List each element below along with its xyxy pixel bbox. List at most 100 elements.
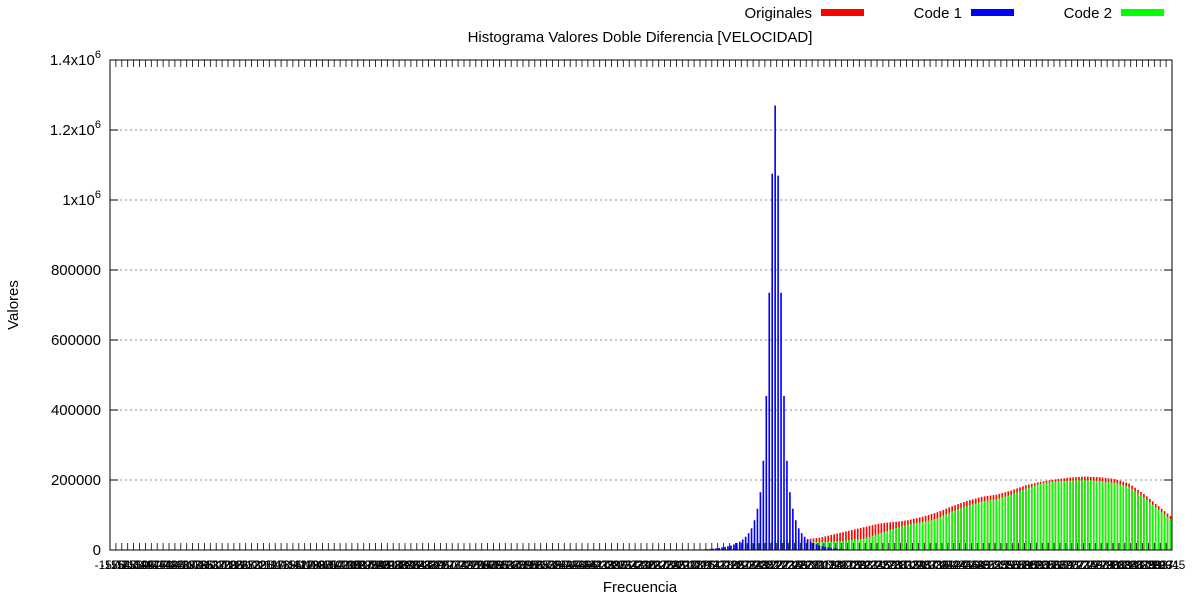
x-tick-label: 2147: [822, 558, 849, 572]
bar-code-1: [833, 548, 835, 550]
x-tick-label: -1197: [254, 558, 284, 572]
bar-code-1: [762, 460, 765, 550]
x-tick-label: 2945: [1159, 558, 1186, 572]
x-tick-label: 2917: [1147, 558, 1174, 572]
x-tick-label: -2221: [750, 558, 781, 572]
bar-code-2: [1160, 512, 1163, 550]
bar-code-2: [918, 522, 921, 550]
bar-code-2: [1104, 481, 1107, 550]
bar-code-2: [877, 534, 880, 550]
bar-originales: [859, 527, 862, 550]
x-tick-label: 2833: [1111, 558, 1138, 572]
x-tick-label: 2427: [940, 558, 967, 572]
bar-code-2: [1092, 480, 1095, 550]
bar-originales: [862, 527, 865, 550]
x-tick-label: -2227: [755, 558, 786, 572]
bar-code-2: [868, 536, 871, 550]
bar-code-2: [1019, 491, 1021, 550]
x-tick-label: 2609: [1017, 558, 1044, 572]
x-tick-label: -2707: [460, 558, 491, 572]
bar-code-1: [768, 292, 771, 550]
x-tick-label: -1169: [266, 558, 296, 572]
x-tick-label: 2791: [1094, 558, 1121, 572]
bar-code-2: [1078, 480, 1080, 550]
bar-code-2: [845, 540, 847, 550]
bar-code-1: [789, 492, 791, 550]
legend-swatch-originales: [821, 9, 864, 16]
x-tick-label: 2161: [828, 558, 855, 572]
y-tick-label: 1.4x106: [50, 49, 101, 69]
x-tick-label: -2945: [360, 558, 391, 572]
legend: Originales Code 1 Code 2: [744, 5, 1164, 22]
x-tick-label: -2847: [401, 558, 432, 572]
bar-code-1: [827, 547, 830, 550]
bar-code-2: [977, 502, 980, 550]
x-tick-label: -2189: [679, 558, 710, 572]
x-tick-label: -2665: [478, 558, 509, 572]
bar-code-2: [1028, 487, 1030, 550]
bar-code-2: [1098, 481, 1101, 550]
x-tick-label: -1015: [331, 558, 362, 572]
x-tick-label: -2805: [419, 558, 450, 572]
bar-code-1: [783, 396, 785, 550]
bar-code-2: [948, 512, 951, 550]
x-tick-label: -2329: [620, 558, 651, 572]
x-tick-label: -1449: [148, 558, 179, 572]
x-tick-label: 2637: [1029, 558, 1056, 572]
x-tick-label: -1029: [325, 558, 356, 572]
bar-code-2: [1116, 483, 1119, 550]
bar-code-2: [966, 506, 968, 550]
x-tick-label: -2791: [425, 558, 456, 572]
bar-code-1: [824, 546, 827, 550]
x-tick-label: -1323: [201, 558, 232, 572]
x-tick-label: 2357: [911, 558, 938, 572]
x-tick-label: -2277: [726, 558, 757, 572]
x-tick-label: 2875: [1129, 558, 1156, 572]
x-tick-label: 2819: [1106, 558, 1133, 572]
bar-code-2: [1087, 480, 1089, 550]
x-tick-label: -1407: [165, 558, 196, 572]
x-tick-label: -2399: [590, 558, 621, 572]
bar-code-2: [992, 499, 995, 550]
x-tick-label: 2291: [799, 558, 826, 572]
bar-code-2: [960, 508, 962, 550]
y-ticks: 0 200000 400000 600000 800000 1x106 1.2x106 1.4…: [50, 49, 1172, 559]
bar-code-1: [721, 547, 723, 550]
x-tick-label: -2357: [608, 558, 639, 572]
x-tick-label: 2511: [976, 558, 1002, 572]
plot-border: [109, 59, 1173, 551]
bar-code-1: [735, 543, 738, 550]
bar-code-2: [1010, 494, 1012, 550]
bar-code-2: [1110, 482, 1113, 550]
y-axis-label: Valores: [5, 280, 22, 330]
bar-code-2: [880, 533, 883, 550]
bar-code-2: [1001, 497, 1004, 550]
x-tick-label: -2301: [632, 558, 663, 572]
x-tick-label: 2217: [852, 558, 879, 572]
x-tick-label: -1281: [219, 558, 250, 572]
bar-code-1: [753, 520, 756, 550]
x-tick-label: 2693: [1052, 558, 1079, 572]
x-tick-label: 2455: [952, 558, 979, 572]
bar-code-2: [1069, 480, 1071, 550]
bar-code-2: [933, 519, 936, 550]
bar-code-2: [1107, 482, 1110, 550]
x-tick-label: 2227: [763, 558, 790, 572]
bar-code-2: [1148, 502, 1151, 550]
x-tick-label: -1435: [154, 558, 185, 572]
x-tick-label: 2553: [993, 558, 1020, 572]
bar-code-2: [1131, 489, 1133, 550]
bar-code-2: [1101, 481, 1104, 550]
x-tick-label: -2987: [342, 558, 373, 572]
y-tick-label: 200000: [51, 472, 101, 489]
x-tick-label: 2847: [1117, 558, 1144, 572]
x-tick-label: -2263: [732, 558, 763, 572]
bar-code-2: [889, 530, 892, 550]
bar-code-1: [809, 541, 812, 550]
x-tick-label: 2763: [1082, 558, 1109, 572]
bar-code-2: [924, 521, 927, 550]
x-tick-label: 2889: [1135, 558, 1162, 572]
x-tick-label: -2385: [596, 558, 627, 572]
x-tick-label: 2273: [875, 558, 902, 572]
bar-code-2: [1033, 485, 1036, 550]
